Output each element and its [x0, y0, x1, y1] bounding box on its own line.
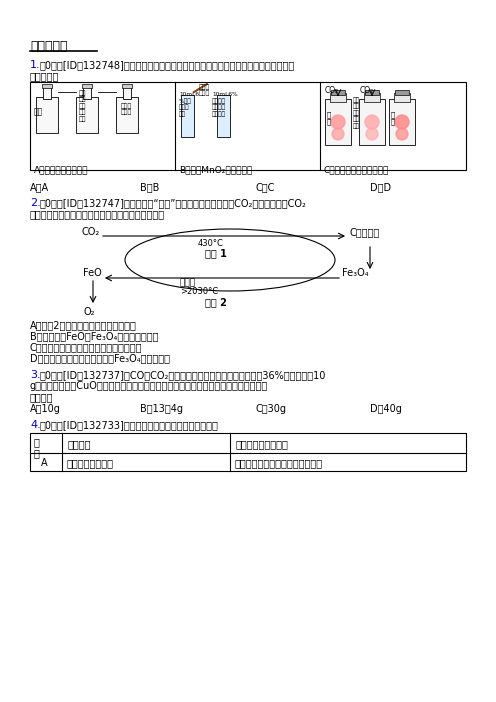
Text: C．C: C．C — [255, 182, 274, 192]
Text: D．D: D．D — [370, 182, 391, 192]
Text: （0分）[ID：132748]设计对比实验，控制变量是学习化学的重要方法，下列对比实验不: （0分）[ID：132748]设计对比实验，控制变量是学习化学的重要方法，下列对… — [40, 60, 295, 70]
Text: （0分）[ID：132733]下列实验方案或操作方法不合理的是: （0分）[ID：132733]下列实验方案或操作方法不合理的是 — [40, 420, 219, 430]
Text: D．40g: D．40g — [370, 404, 402, 414]
Bar — [42, 84, 52, 88]
Text: Fe₃O₄: Fe₃O₄ — [342, 268, 369, 278]
Text: B．B: B．B — [140, 182, 159, 192]
Text: 2.: 2. — [30, 198, 41, 208]
Text: g通过足量灸热的CuO粉末，完全反应后，气体通入足量的澄清石灰水中，得到白色沉淠: g通过足量灸热的CuO粉末，完全反应后，气体通入足量的澄清石灰水中，得到白色沉淠 — [30, 381, 268, 391]
Text: 用石
蕉溶
液染
成的
纸花: 用石 蕉溶 液染 成的 纸花 — [353, 97, 360, 128]
Bar — [181, 95, 194, 137]
Text: 选
项: 选 项 — [34, 437, 40, 458]
Text: CO₂: CO₂ — [325, 86, 339, 95]
Bar — [330, 93, 346, 102]
Text: C（炭黑）: C（炭黑） — [350, 227, 380, 237]
Text: 人体呼
出气体: 人体呼 出气体 — [121, 103, 132, 115]
Bar — [76, 97, 98, 133]
Circle shape — [331, 115, 345, 129]
Text: 能达到目的: 能达到目的 — [30, 71, 60, 81]
Bar — [365, 90, 379, 95]
Bar — [116, 97, 138, 133]
Text: CO₂: CO₂ — [360, 86, 374, 95]
Text: 1.: 1. — [30, 60, 41, 70]
Bar — [325, 99, 351, 145]
Text: 430°C: 430°C — [198, 239, 224, 248]
Text: 湿
花: 湿 花 — [391, 111, 395, 125]
Text: （0分）[ID：132747]节能减排中“减排”的重要手段是合理利用CO₂，科学家利用CO₂: （0分）[ID：132747]节能减排中“减排”的重要手段是合理利用CO₂，科学… — [40, 198, 307, 208]
Text: 为原料制取炭黑的流程如图，下列说法错误的是（）: 为原料制取炭黑的流程如图，下列说法错误的是（） — [30, 209, 165, 219]
Text: A: A — [41, 458, 47, 468]
Text: FeO: FeO — [83, 268, 102, 278]
Bar — [123, 87, 131, 99]
Bar — [359, 99, 385, 145]
Bar — [83, 87, 91, 99]
Text: B．13．4g: B．13．4g — [140, 404, 183, 414]
Text: 10mL6
%的过
氧化氢
溶液: 10mL6 %的过 氧化氢 溶液 — [179, 92, 199, 117]
Bar — [217, 95, 230, 137]
Text: A．A: A．A — [30, 182, 49, 192]
Text: D．可用过滤的方法解决炭黑和Fe₃O₄的分离问题: D．可用过滤的方法解决炭黑和Fe₃O₄的分离问题 — [30, 353, 170, 363]
Text: 带火星
的木条: 带火星 的木条 — [199, 84, 210, 96]
Text: 实验方案或操作方法: 实验方案或操作方法 — [236, 439, 289, 449]
Text: 过程 2: 过程 2 — [205, 297, 227, 307]
Text: >2030°C: >2030°C — [180, 287, 218, 296]
Bar — [395, 90, 409, 95]
Text: 试验石墨的导电性: 试验石墨的导电性 — [67, 458, 114, 468]
Circle shape — [395, 115, 409, 129]
Circle shape — [366, 128, 378, 140]
Bar — [36, 97, 58, 133]
Text: B．研究MnO₂的催化作用: B．研究MnO₂的催化作用 — [179, 165, 252, 174]
Text: 4.: 4. — [30, 420, 41, 430]
Bar — [30, 82, 466, 170]
Circle shape — [332, 128, 344, 140]
Text: 太阳能: 太阳能 — [180, 278, 196, 287]
Text: （0分）[ID：132737]在CO和CO₂的混合气体中，碳元素的质量分数是36%，将该气体10: （0分）[ID：132737]在CO和CO₂的混合气体中，碳元素的质量分数是36… — [40, 370, 326, 380]
Text: 相同
滴数
的澄
清石
灰水: 相同 滴数 的澄 清石 灰水 — [79, 90, 86, 121]
Text: 用铅笔芯代替石墨进行导电性实验: 用铅笔芯代替石墨进行导电性实验 — [235, 458, 323, 468]
Circle shape — [365, 115, 379, 129]
Text: 实验目的: 实验目的 — [68, 439, 91, 449]
Circle shape — [396, 128, 408, 140]
Text: 一、选择题: 一、选择题 — [30, 40, 67, 53]
Text: 10mL6%
的过氧化
氢溶液和
二氧化锄: 10mL6% 的过氧化 氢溶液和 二氧化锄 — [212, 92, 238, 117]
Text: A．比较二氧化碳含量: A．比较二氧化碳含量 — [34, 165, 88, 174]
Text: CO₂: CO₂ — [82, 227, 100, 237]
Text: O₂: O₂ — [84, 307, 96, 317]
Bar — [364, 93, 380, 102]
Bar — [389, 99, 415, 145]
Text: C．探究二氧化碳和水反应: C．探究二氧化碳和水反应 — [323, 165, 388, 174]
Text: C．此流程制取炭黑的同时，还有氧气生成: C．此流程制取炭黑的同时，还有氧气生成 — [30, 342, 142, 352]
Text: C．30g: C．30g — [255, 404, 286, 414]
Bar — [43, 87, 51, 99]
Text: A．10g: A．10g — [30, 404, 61, 414]
Bar — [394, 93, 410, 102]
Bar — [331, 90, 345, 95]
Bar — [30, 433, 466, 471]
Text: 3.: 3. — [30, 370, 41, 380]
Text: B．此流程中FeO和Fe₃O₄可重复循环利用: B．此流程中FeO和Fe₃O₄可重复循环利用 — [30, 331, 159, 341]
Text: 的质量是: 的质量是 — [30, 392, 54, 402]
Text: 空气: 空气 — [34, 107, 43, 116]
Bar — [122, 84, 132, 88]
Bar — [82, 84, 92, 88]
Text: A．过程2的变化中太阳能转化为化学能: A．过程2的变化中太阳能转化为化学能 — [30, 320, 137, 330]
Text: 干
花: 干 花 — [327, 111, 331, 125]
Text: 过程 1: 过程 1 — [205, 248, 227, 258]
